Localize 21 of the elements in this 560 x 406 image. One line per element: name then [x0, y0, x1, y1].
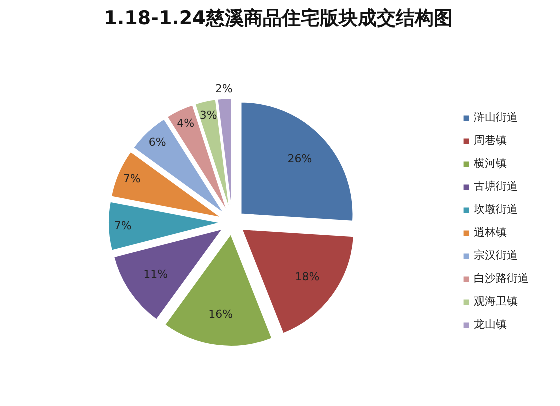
- data-label: 16%: [208, 308, 234, 321]
- legend-label: 逍林镇: [474, 225, 507, 240]
- data-label: 11%: [144, 268, 168, 282]
- data-label: 18%: [295, 270, 320, 284]
- data-label: 26%: [288, 152, 312, 166]
- data-label: 6%: [148, 136, 166, 150]
- legend-label: 横河镇: [474, 156, 507, 171]
- legend-label: 古塘街道: [474, 179, 518, 194]
- legend-label: 坎墩街道: [474, 202, 518, 217]
- legend-label: 浒山街道: [474, 110, 518, 125]
- legend-label: 白沙路街道: [474, 271, 529, 286]
- legend-label: 龙山镇: [474, 317, 507, 332]
- data-label: 3%: [200, 109, 218, 122]
- legend-label: 周巷镇: [474, 133, 507, 148]
- data-label: 7%: [123, 172, 141, 186]
- data-label: 4%: [177, 116, 195, 130]
- data-label: 7%: [114, 219, 132, 232]
- chart-title: 1.18-1.24慈溪商品住宅版块成交结构图: [104, 8, 453, 30]
- legend-label: 宗汉街道: [474, 248, 518, 263]
- data-label: 2%: [215, 82, 233, 96]
- legend-label: 观海卫镇: [474, 294, 518, 309]
